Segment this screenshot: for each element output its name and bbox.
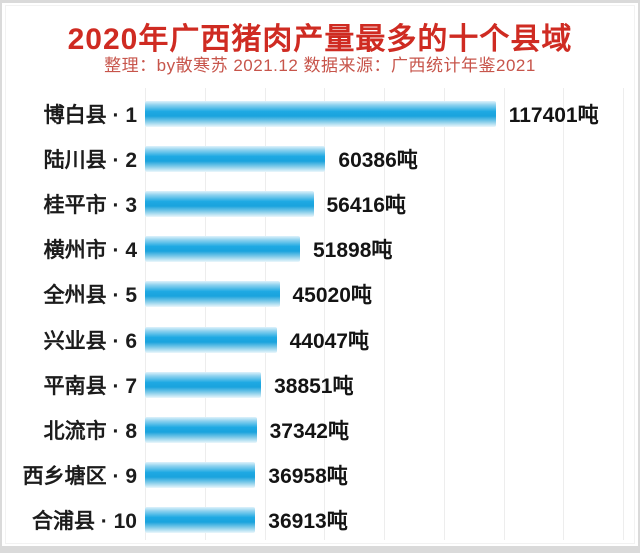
bar bbox=[145, 507, 256, 534]
gridline bbox=[384, 88, 385, 540]
category-label: 平南县 · 7 bbox=[43, 374, 137, 398]
category-label: 陆川县 · 2 bbox=[43, 148, 137, 172]
bar bbox=[145, 190, 314, 217]
chart-row: 全州县 · 5 45020吨 bbox=[0, 272, 640, 317]
bar bbox=[145, 416, 257, 443]
value-label: 45020吨 bbox=[292, 284, 372, 308]
gridlines bbox=[145, 88, 624, 540]
chart-row: 北流市 · 8 37342吨 bbox=[0, 407, 640, 452]
bar bbox=[145, 281, 280, 308]
category-label: 北流市 · 8 bbox=[43, 419, 137, 443]
category-label: 西乡塘区 · 9 bbox=[22, 465, 137, 489]
gridline bbox=[443, 88, 445, 540]
bar-chart: 博白县 · 1 117401吨陆川县 · 2 60386吨桂平市 · 3 56416吨… bbox=[0, 88, 640, 546]
bar bbox=[145, 326, 277, 353]
bar bbox=[145, 236, 300, 263]
gridline bbox=[503, 88, 505, 540]
gridline bbox=[623, 88, 624, 540]
gridline bbox=[563, 88, 565, 540]
value-label: 44047吨 bbox=[289, 329, 369, 353]
gridline bbox=[264, 88, 266, 540]
value-label: 38851吨 bbox=[274, 374, 354, 398]
category-label: 全州县 · 5 bbox=[43, 284, 137, 308]
chart-row: 陆川县 · 2 60386吨 bbox=[0, 136, 640, 181]
bar bbox=[145, 100, 496, 127]
category-label: 博白县 · 1 bbox=[43, 103, 137, 127]
gridline bbox=[324, 88, 326, 540]
gridline bbox=[145, 88, 146, 540]
chart-row: 合浦县 · 10 36913吨 bbox=[0, 498, 640, 543]
chart-rows: 博白县 · 1 117401吨陆川县 · 2 60386吨桂平市 · 3 56416吨… bbox=[0, 91, 640, 543]
category-label: 桂平市 · 3 bbox=[43, 193, 137, 217]
value-label: 36958吨 bbox=[268, 465, 348, 489]
chart-row: 博白县 · 1 117401吨 bbox=[0, 91, 640, 136]
category-label: 兴业县 · 6 bbox=[43, 329, 137, 353]
chart-row: 平南县 · 7 38851吨 bbox=[0, 362, 640, 407]
chart-title: 2020年广西猪肉产量最多的十个县域 bbox=[67, 23, 573, 56]
chart-subtitle: 整理：by散寒苏 2021.12 数据来源：广西统计年鉴2021 bbox=[104, 56, 536, 75]
value-label: 56416吨 bbox=[326, 193, 406, 217]
value-label: 117401吨 bbox=[508, 103, 599, 127]
bar bbox=[145, 462, 256, 489]
chart-row: 桂平市 · 3 56416吨 bbox=[0, 181, 640, 226]
chart-row: 兴业县 · 6 44047吨 bbox=[0, 317, 640, 362]
gridline bbox=[204, 88, 206, 540]
value-label: 37342吨 bbox=[269, 419, 349, 443]
value-label: 51898吨 bbox=[313, 239, 393, 263]
bar bbox=[145, 145, 326, 172]
category-label: 合浦县 · 10 bbox=[31, 510, 137, 534]
chart-row: 横州市 · 4 51898吨 bbox=[0, 227, 640, 272]
bar bbox=[145, 371, 262, 398]
value-label: 60386吨 bbox=[338, 148, 418, 172]
category-label: 横州市 · 4 bbox=[43, 239, 137, 263]
chart-row: 西乡塘区 · 9 36958吨 bbox=[0, 453, 640, 498]
value-label: 36913吨 bbox=[268, 510, 348, 534]
